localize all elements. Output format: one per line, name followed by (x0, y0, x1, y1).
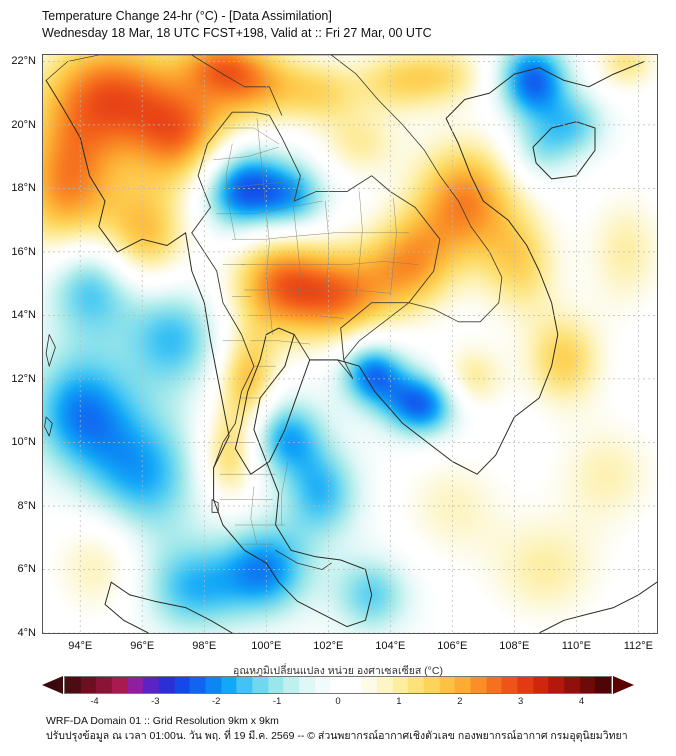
colorbar-min-arrow-icon (42, 676, 63, 694)
temperature-field-heatmap (43, 55, 657, 633)
x-axis-tick-label: 110°E (561, 640, 591, 652)
x-axis-tick-label: 104°E (375, 640, 406, 652)
colorbar-tick-label: 1 (396, 696, 402, 707)
colorbar-max-arrow-icon (613, 676, 634, 694)
colorbar-title: อุณหภูมิเปลี่ยนแปลง หน่วย องศาเซลเซียส (… (233, 665, 443, 677)
colorbar-tick-label: 0 (335, 696, 341, 707)
footer-line-2: ปรับปรุงข้อมูล ณ เวลา 01:00น. วัน พฤ. ที… (46, 730, 628, 742)
x-axis-tick-label: 108°E (499, 640, 530, 652)
y-axis-tick-label: 22°N (11, 55, 36, 68)
colorbar-tick-label: -2 (211, 696, 221, 707)
chart-title-block: Temperature Change 24-hr (°C) - [Data As… (42, 8, 642, 42)
y-axis-tick-label: 6°N (17, 563, 36, 576)
lat-lon-gridlines (43, 55, 657, 633)
x-axis-tick-label: 112°E (623, 640, 654, 652)
footer-line-1: WRF-DA Domain 01 :: Grid Resolution 9km … (46, 715, 279, 727)
colorbar-gradient (64, 676, 612, 694)
y-axis-tick-label: 4°N (17, 627, 36, 639)
title-line-1: Temperature Change 24-hr (°C) - [Data As… (42, 9, 332, 23)
colorbar-tick-label: -4 (90, 696, 99, 707)
x-axis-tick-label: 102°E (313, 640, 344, 652)
y-axis-tick-label: 14°N (11, 309, 36, 322)
x-axis-tick-label: 98°E (192, 640, 217, 652)
colorbar-tick-label: 2 (457, 696, 463, 707)
y-axis-tick-label: 8°N (17, 499, 36, 512)
y-axis-tick-label: 20°N (11, 118, 36, 131)
colorbar-tick-label: 3 (518, 696, 524, 707)
colorbar-tick-label: -1 (272, 696, 282, 707)
coastline-and-borders-overlay (44, 55, 657, 633)
x-axis-tick-label: 94°E (68, 640, 93, 652)
title-line-2: Wednesday 18 Mar, 18 UTC FCST+198, Valid… (42, 26, 432, 40)
map-container: 4°N 6°N 8°N 10°N 12°N 14°N 16°N 18°N 20°N 22°N 94°… (11, 54, 658, 652)
y-axis-tick-label: 12°N (11, 372, 36, 385)
x-axis-tick-label: 106°E (437, 640, 468, 652)
footer-block: WRF-DA Domain 01 :: Grid Resolution 9km … (46, 714, 646, 744)
y-axis-tick-label: 10°N (11, 436, 36, 449)
x-axis-tick-label: 96°E (130, 640, 155, 652)
colorbar-tick-label: -3 (151, 696, 160, 707)
colorbar-tick-label: 4 (578, 696, 585, 707)
y-axis-tick-label: 16°N (11, 245, 36, 258)
x-axis-tick-label: 100°E (251, 640, 282, 652)
y-axis-tick-label: 18°N (11, 182, 36, 195)
map-plot-area (42, 54, 658, 634)
colorbar: -4 -3 -2 -1 0 1 2 3 4 (42, 676, 634, 707)
